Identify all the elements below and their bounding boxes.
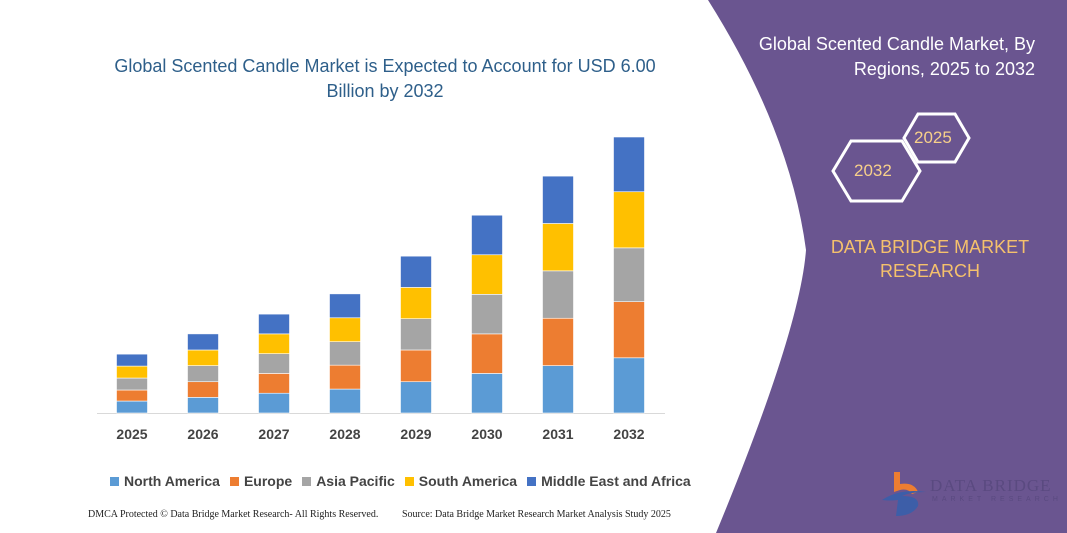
legend-item: South America bbox=[404, 473, 518, 489]
bar-2029-asia-pacific bbox=[400, 318, 432, 351]
legend-swatch bbox=[404, 476, 414, 486]
bar-2025-middle-east-and-africa bbox=[116, 353, 148, 367]
side-title: Global Scented Candle Market, By Regions… bbox=[758, 34, 1035, 79]
hexagon-2032-icon bbox=[831, 139, 922, 203]
legend-item: Middle East and Africa bbox=[527, 473, 691, 489]
bar-2029-middle-east-and-africa bbox=[400, 255, 432, 288]
bar-2029-south-america bbox=[400, 287, 432, 320]
x-tick-label: 2027 bbox=[258, 426, 289, 442]
legend-label: Europe bbox=[243, 473, 293, 489]
hexagon-2025-icon bbox=[902, 112, 971, 164]
logo-subtitle: MARKET RESEARCH bbox=[932, 496, 1062, 503]
bar-2030-europe bbox=[471, 333, 503, 374]
hex-year-back: 2025 bbox=[914, 128, 952, 147]
bar-2031-south-america bbox=[542, 223, 574, 272]
x-tick-label: 2032 bbox=[613, 426, 644, 442]
footer-copyright: DMCA Protected © Data Bridge Market Rese… bbox=[88, 509, 379, 520]
legend-label: Middle East and Africa bbox=[541, 473, 691, 489]
bar-2032-north-america bbox=[613, 357, 645, 414]
bar-2029-europe bbox=[400, 349, 432, 383]
data-bridge-logo-icon bbox=[882, 472, 926, 516]
bar-2031-asia-pacific bbox=[542, 270, 574, 319]
hex-year-front: 2032 bbox=[854, 161, 892, 180]
x-tick-label: 2031 bbox=[542, 426, 573, 442]
bar-2029-north-america bbox=[400, 381, 432, 414]
x-tick-label: 2028 bbox=[329, 426, 360, 442]
legend-label: Asia Pacific bbox=[316, 473, 395, 489]
x-tick-label: 2025 bbox=[116, 426, 147, 442]
legend-swatch bbox=[527, 476, 537, 486]
bar-2032-middle-east-and-africa bbox=[613, 136, 645, 193]
logo-name: DATA BRIDGE bbox=[930, 476, 1052, 495]
legend-swatch bbox=[110, 476, 119, 486]
legend-label: South America bbox=[418, 473, 518, 489]
x-tick-label: 2029 bbox=[400, 426, 431, 442]
bar-2031-north-america bbox=[542, 365, 574, 414]
legend: North America Europe Asia Pacific South Ame… bbox=[110, 473, 691, 489]
footer-source: Source: Data Bridge Market Research Mark… bbox=[402, 509, 671, 520]
x-tick-label: 2030 bbox=[471, 426, 502, 442]
legend-item: Europe bbox=[229, 473, 293, 489]
chart-title: Global Scented Candle Market is Expected… bbox=[114, 56, 656, 101]
bar-2027-middle-east-and-africa bbox=[258, 313, 290, 335]
bar-2030-north-america bbox=[471, 373, 503, 414]
bar-2030-middle-east-and-africa bbox=[471, 214, 503, 256]
bar-2032-europe bbox=[613, 301, 645, 359]
bar-2030-south-america bbox=[471, 254, 503, 295]
bar-2031-middle-east-and-africa bbox=[542, 175, 574, 224]
x-tick-label: 2026 bbox=[187, 426, 218, 442]
legend-item: Asia Pacific bbox=[302, 473, 395, 489]
bar-2030-asia-pacific bbox=[471, 294, 503, 335]
bar-2028-middle-east-and-africa bbox=[329, 293, 361, 319]
legend-item: North America bbox=[110, 473, 220, 489]
bar-2026-middle-east-and-africa bbox=[187, 333, 219, 351]
legend-label: North America bbox=[124, 473, 220, 489]
bar-2032-south-america bbox=[613, 191, 645, 249]
bar-2031-europe bbox=[542, 317, 574, 366]
brand-text: DATA BRIDGE MARKET RESEARCH bbox=[830, 237, 1030, 281]
legend-swatch bbox=[229, 476, 239, 486]
legend-swatch bbox=[302, 476, 312, 486]
